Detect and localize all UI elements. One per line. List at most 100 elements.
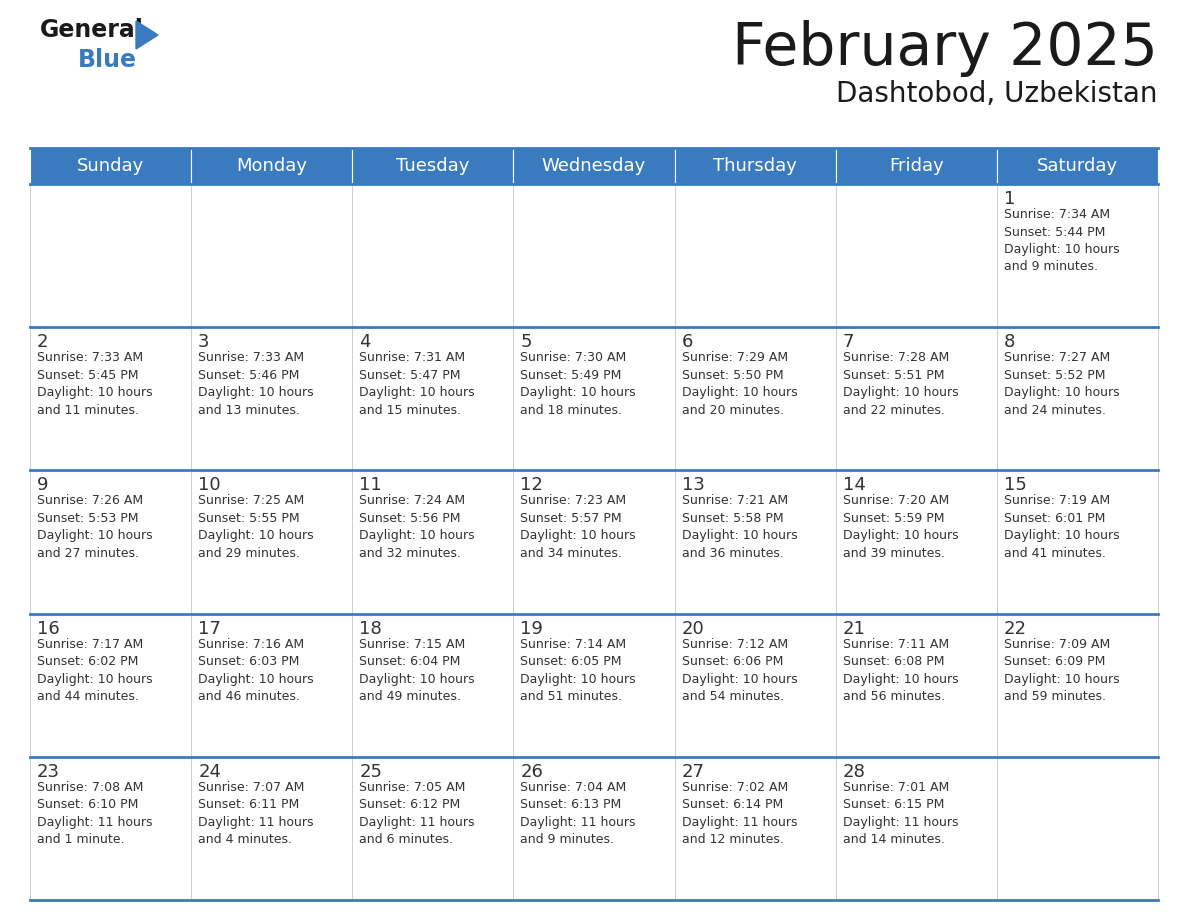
- Text: 14: 14: [842, 476, 866, 495]
- Bar: [997, 148, 1158, 184]
- Text: Tuesday: Tuesday: [396, 157, 469, 175]
- Bar: [353, 184, 513, 327]
- Text: 18: 18: [359, 620, 383, 638]
- Text: Sunrise: 7:26 AM
Sunset: 5:53 PM
Daylight: 10 hours
and 27 minutes.: Sunrise: 7:26 AM Sunset: 5:53 PM Dayligh…: [37, 495, 152, 560]
- Bar: [353, 756, 513, 900]
- Bar: [191, 613, 353, 756]
- Text: Sunrise: 7:25 AM
Sunset: 5:55 PM
Daylight: 10 hours
and 29 minutes.: Sunrise: 7:25 AM Sunset: 5:55 PM Dayligh…: [198, 495, 314, 560]
- Text: Wednesday: Wednesday: [542, 157, 646, 175]
- Bar: [835, 148, 997, 184]
- Text: 21: 21: [842, 620, 866, 638]
- Text: Sunrise: 7:05 AM
Sunset: 6:12 PM
Daylight: 11 hours
and 6 minutes.: Sunrise: 7:05 AM Sunset: 6:12 PM Dayligh…: [359, 781, 475, 846]
- Bar: [513, 613, 675, 756]
- Bar: [30, 184, 191, 327]
- Text: 26: 26: [520, 763, 543, 781]
- Text: 5: 5: [520, 333, 532, 352]
- Text: Sunrise: 7:24 AM
Sunset: 5:56 PM
Daylight: 10 hours
and 32 minutes.: Sunrise: 7:24 AM Sunset: 5:56 PM Dayligh…: [359, 495, 475, 560]
- Text: Sunrise: 7:16 AM
Sunset: 6:03 PM
Daylight: 10 hours
and 46 minutes.: Sunrise: 7:16 AM Sunset: 6:03 PM Dayligh…: [198, 638, 314, 703]
- Text: Sunrise: 7:04 AM
Sunset: 6:13 PM
Daylight: 11 hours
and 9 minutes.: Sunrise: 7:04 AM Sunset: 6:13 PM Dayligh…: [520, 781, 636, 846]
- Bar: [353, 470, 513, 613]
- Text: Sunrise: 7:29 AM
Sunset: 5:50 PM
Daylight: 10 hours
and 20 minutes.: Sunrise: 7:29 AM Sunset: 5:50 PM Dayligh…: [682, 352, 797, 417]
- Bar: [835, 470, 997, 613]
- Text: 1: 1: [1004, 190, 1016, 208]
- Text: Sunrise: 7:20 AM
Sunset: 5:59 PM
Daylight: 10 hours
and 39 minutes.: Sunrise: 7:20 AM Sunset: 5:59 PM Dayligh…: [842, 495, 959, 560]
- Text: Sunrise: 7:09 AM
Sunset: 6:09 PM
Daylight: 10 hours
and 59 minutes.: Sunrise: 7:09 AM Sunset: 6:09 PM Dayligh…: [1004, 638, 1119, 703]
- Text: Sunrise: 7:02 AM
Sunset: 6:14 PM
Daylight: 11 hours
and 12 minutes.: Sunrise: 7:02 AM Sunset: 6:14 PM Dayligh…: [682, 781, 797, 846]
- Bar: [997, 613, 1158, 756]
- Text: 15: 15: [1004, 476, 1026, 495]
- Text: General: General: [40, 18, 144, 42]
- Text: Sunday: Sunday: [77, 157, 144, 175]
- Bar: [30, 613, 191, 756]
- Text: 10: 10: [198, 476, 221, 495]
- Bar: [997, 756, 1158, 900]
- Bar: [353, 148, 513, 184]
- Bar: [191, 148, 353, 184]
- Text: Blue: Blue: [78, 48, 137, 72]
- Bar: [835, 756, 997, 900]
- Bar: [675, 613, 835, 756]
- Text: Sunrise: 7:15 AM
Sunset: 6:04 PM
Daylight: 10 hours
and 49 minutes.: Sunrise: 7:15 AM Sunset: 6:04 PM Dayligh…: [359, 638, 475, 703]
- Text: Sunrise: 7:01 AM
Sunset: 6:15 PM
Daylight: 11 hours
and 14 minutes.: Sunrise: 7:01 AM Sunset: 6:15 PM Dayligh…: [842, 781, 959, 846]
- Bar: [513, 327, 675, 470]
- Text: Sunrise: 7:33 AM
Sunset: 5:46 PM
Daylight: 10 hours
and 13 minutes.: Sunrise: 7:33 AM Sunset: 5:46 PM Dayligh…: [198, 352, 314, 417]
- Bar: [513, 184, 675, 327]
- Text: Sunrise: 7:33 AM
Sunset: 5:45 PM
Daylight: 10 hours
and 11 minutes.: Sunrise: 7:33 AM Sunset: 5:45 PM Dayligh…: [37, 352, 152, 417]
- Text: Sunrise: 7:07 AM
Sunset: 6:11 PM
Daylight: 11 hours
and 4 minutes.: Sunrise: 7:07 AM Sunset: 6:11 PM Dayligh…: [198, 781, 314, 846]
- Polygon shape: [135, 21, 158, 49]
- Text: Sunrise: 7:21 AM
Sunset: 5:58 PM
Daylight: 10 hours
and 36 minutes.: Sunrise: 7:21 AM Sunset: 5:58 PM Dayligh…: [682, 495, 797, 560]
- Bar: [835, 327, 997, 470]
- Bar: [513, 470, 675, 613]
- Text: 12: 12: [520, 476, 543, 495]
- Text: 25: 25: [359, 763, 383, 781]
- Text: Sunrise: 7:23 AM
Sunset: 5:57 PM
Daylight: 10 hours
and 34 minutes.: Sunrise: 7:23 AM Sunset: 5:57 PM Dayligh…: [520, 495, 636, 560]
- Text: Sunrise: 7:31 AM
Sunset: 5:47 PM
Daylight: 10 hours
and 15 minutes.: Sunrise: 7:31 AM Sunset: 5:47 PM Dayligh…: [359, 352, 475, 417]
- Bar: [675, 470, 835, 613]
- Text: Dashtobod, Uzbekistan: Dashtobod, Uzbekistan: [836, 80, 1158, 108]
- Bar: [30, 327, 191, 470]
- Bar: [191, 470, 353, 613]
- Text: Monday: Monday: [236, 157, 308, 175]
- Text: Sunrise: 7:34 AM
Sunset: 5:44 PM
Daylight: 10 hours
and 9 minutes.: Sunrise: 7:34 AM Sunset: 5:44 PM Dayligh…: [1004, 208, 1119, 274]
- Text: Saturday: Saturday: [1037, 157, 1118, 175]
- Text: Sunrise: 7:28 AM
Sunset: 5:51 PM
Daylight: 10 hours
and 22 minutes.: Sunrise: 7:28 AM Sunset: 5:51 PM Dayligh…: [842, 352, 959, 417]
- Text: 9: 9: [37, 476, 49, 495]
- Bar: [997, 470, 1158, 613]
- Text: 23: 23: [37, 763, 61, 781]
- Text: Thursday: Thursday: [713, 157, 797, 175]
- Text: 19: 19: [520, 620, 543, 638]
- Bar: [513, 148, 675, 184]
- Bar: [675, 327, 835, 470]
- Text: Sunrise: 7:27 AM
Sunset: 5:52 PM
Daylight: 10 hours
and 24 minutes.: Sunrise: 7:27 AM Sunset: 5:52 PM Dayligh…: [1004, 352, 1119, 417]
- Text: Sunrise: 7:14 AM
Sunset: 6:05 PM
Daylight: 10 hours
and 51 minutes.: Sunrise: 7:14 AM Sunset: 6:05 PM Dayligh…: [520, 638, 636, 703]
- Bar: [997, 327, 1158, 470]
- Text: Sunrise: 7:17 AM
Sunset: 6:02 PM
Daylight: 10 hours
and 44 minutes.: Sunrise: 7:17 AM Sunset: 6:02 PM Dayligh…: [37, 638, 152, 703]
- Bar: [353, 327, 513, 470]
- Text: 17: 17: [198, 620, 221, 638]
- Bar: [675, 756, 835, 900]
- Text: 11: 11: [359, 476, 383, 495]
- Bar: [513, 756, 675, 900]
- Text: Friday: Friday: [889, 157, 943, 175]
- Bar: [30, 470, 191, 613]
- Text: 28: 28: [842, 763, 866, 781]
- Bar: [191, 327, 353, 470]
- Text: 13: 13: [682, 476, 704, 495]
- Bar: [675, 184, 835, 327]
- Text: 22: 22: [1004, 620, 1026, 638]
- Bar: [675, 148, 835, 184]
- Text: Sunrise: 7:11 AM
Sunset: 6:08 PM
Daylight: 10 hours
and 56 minutes.: Sunrise: 7:11 AM Sunset: 6:08 PM Dayligh…: [842, 638, 959, 703]
- Bar: [353, 613, 513, 756]
- Text: 8: 8: [1004, 333, 1016, 352]
- Text: Sunrise: 7:12 AM
Sunset: 6:06 PM
Daylight: 10 hours
and 54 minutes.: Sunrise: 7:12 AM Sunset: 6:06 PM Dayligh…: [682, 638, 797, 703]
- Text: February 2025: February 2025: [732, 20, 1158, 77]
- Bar: [30, 756, 191, 900]
- Text: Sunrise: 7:30 AM
Sunset: 5:49 PM
Daylight: 10 hours
and 18 minutes.: Sunrise: 7:30 AM Sunset: 5:49 PM Dayligh…: [520, 352, 636, 417]
- Bar: [997, 184, 1158, 327]
- Text: 27: 27: [682, 763, 704, 781]
- Text: 20: 20: [682, 620, 704, 638]
- Text: 3: 3: [198, 333, 209, 352]
- Text: Sunrise: 7:19 AM
Sunset: 6:01 PM
Daylight: 10 hours
and 41 minutes.: Sunrise: 7:19 AM Sunset: 6:01 PM Dayligh…: [1004, 495, 1119, 560]
- Text: 7: 7: [842, 333, 854, 352]
- Bar: [30, 148, 191, 184]
